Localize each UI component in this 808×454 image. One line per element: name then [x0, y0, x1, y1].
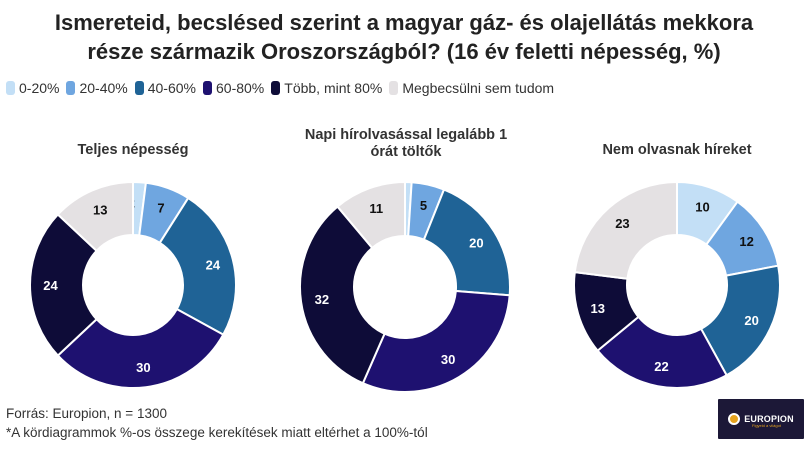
legend-swatch — [203, 81, 212, 95]
legend-item-dont-know: Megbecsülni sem tudom — [389, 80, 554, 96]
legend-item-0-20: 0-20% — [6, 80, 59, 96]
donut-data-label: 22 — [654, 359, 668, 374]
donut-slice-40-60- — [422, 188, 511, 297]
legend-label: 0-20% — [19, 80, 60, 96]
legend-swatch — [6, 81, 15, 95]
donut-title-total: Teljes népesség — [77, 142, 189, 158]
donut-data-label: 11 — [369, 201, 383, 216]
title-line-1: Ismereteid, becslésed szerint a magyar g… — [54, 10, 754, 35]
donut-data-label: 20 — [469, 236, 483, 251]
donut-data-label: 20 — [744, 313, 758, 328]
donut-slice-40-60- — [700, 264, 781, 377]
legend: 0-20% 20-40% 40-60% 60-80% Több, mint 80… — [6, 80, 561, 96]
donut-non-readers: 10 12 20 22 13 23 — [573, 181, 781, 389]
legend-label: 40-60% — [147, 80, 196, 96]
legend-item-20-40: 20-40% — [66, 80, 128, 96]
donut-data-label: 23 — [615, 216, 629, 231]
donut-slice-megbecs-lni-sem-tudom — [56, 181, 134, 252]
donut-data-label: 24 — [206, 257, 221, 272]
donut-data-label: 13 — [591, 301, 605, 316]
donut-slice-60-80- — [56, 308, 225, 389]
donut-data-label: 30 — [441, 352, 455, 367]
europion-logo: EUROPION Figyeld a világot — [718, 399, 804, 439]
donut-news-readers: 1520303211 — [299, 180, 511, 393]
legend-swatch — [389, 81, 399, 95]
donut-slice-megbecs-lni-sem-tudom — [573, 181, 678, 280]
logo-tagline: Figyeld a világot — [752, 423, 781, 428]
donut-title-news-readers: Napi hírolvasással legalább 1 órát töltő… — [304, 127, 508, 160]
logo-text: EUROPION — [744, 414, 794, 424]
legend-swatch — [271, 81, 281, 95]
donut-slice-megbecs-lni-sem-tudom — [336, 181, 406, 249]
rounding-note: *A kördiagrammok %-os összege kerekítése… — [6, 425, 428, 440]
legend-label: Több, mint 80% — [284, 80, 383, 96]
donut-data-label: 7 — [157, 200, 164, 215]
legend-swatch — [134, 81, 144, 95]
donut-data-label: 5 — [420, 198, 427, 213]
chart-title: Ismereteid, becslésed szerint a magyar g… — [0, 8, 808, 66]
legend-label: 60-80% — [216, 80, 265, 96]
footer: Forrás: Europion, n = 1300 *A kördiagram… — [6, 404, 428, 442]
legend-item-40-60: 40-60% — [134, 80, 196, 96]
donut-data-label: 24 — [43, 278, 58, 293]
donut-slice-t-bb-mint-80- — [29, 213, 98, 357]
legend-item-60-80: 60-80% — [203, 80, 264, 96]
donut-title-non-readers: Nem olvasnak híreket — [602, 142, 752, 158]
donut-data-label: 12 — [739, 234, 753, 249]
legend-label: 20-40% — [79, 80, 128, 96]
donut-slice-t-bb-mint-80- — [299, 205, 386, 385]
donut-data-label: 10 — [695, 200, 709, 215]
donut-data-label: 32 — [315, 292, 329, 307]
legend-item-over-80: Több, mint 80% — [271, 80, 382, 96]
donut-slice-60-80- — [361, 290, 511, 393]
logo-mark-icon — [728, 413, 741, 425]
donut-data-label: 13 — [93, 202, 107, 217]
legend-label: Megbecsülni sem tudom — [402, 80, 555, 96]
source-note: Forrás: Europion, n = 1300 — [6, 406, 167, 421]
title-line-2: része származik Oroszországból? (16 év f… — [87, 39, 721, 64]
donut-slice-60-80- — [596, 315, 728, 389]
donut-total: 2724302413 — [29, 181, 237, 389]
donut-slice-40-60- — [158, 197, 237, 336]
donut-data-label: 30 — [136, 360, 150, 375]
legend-swatch — [66, 81, 76, 95]
